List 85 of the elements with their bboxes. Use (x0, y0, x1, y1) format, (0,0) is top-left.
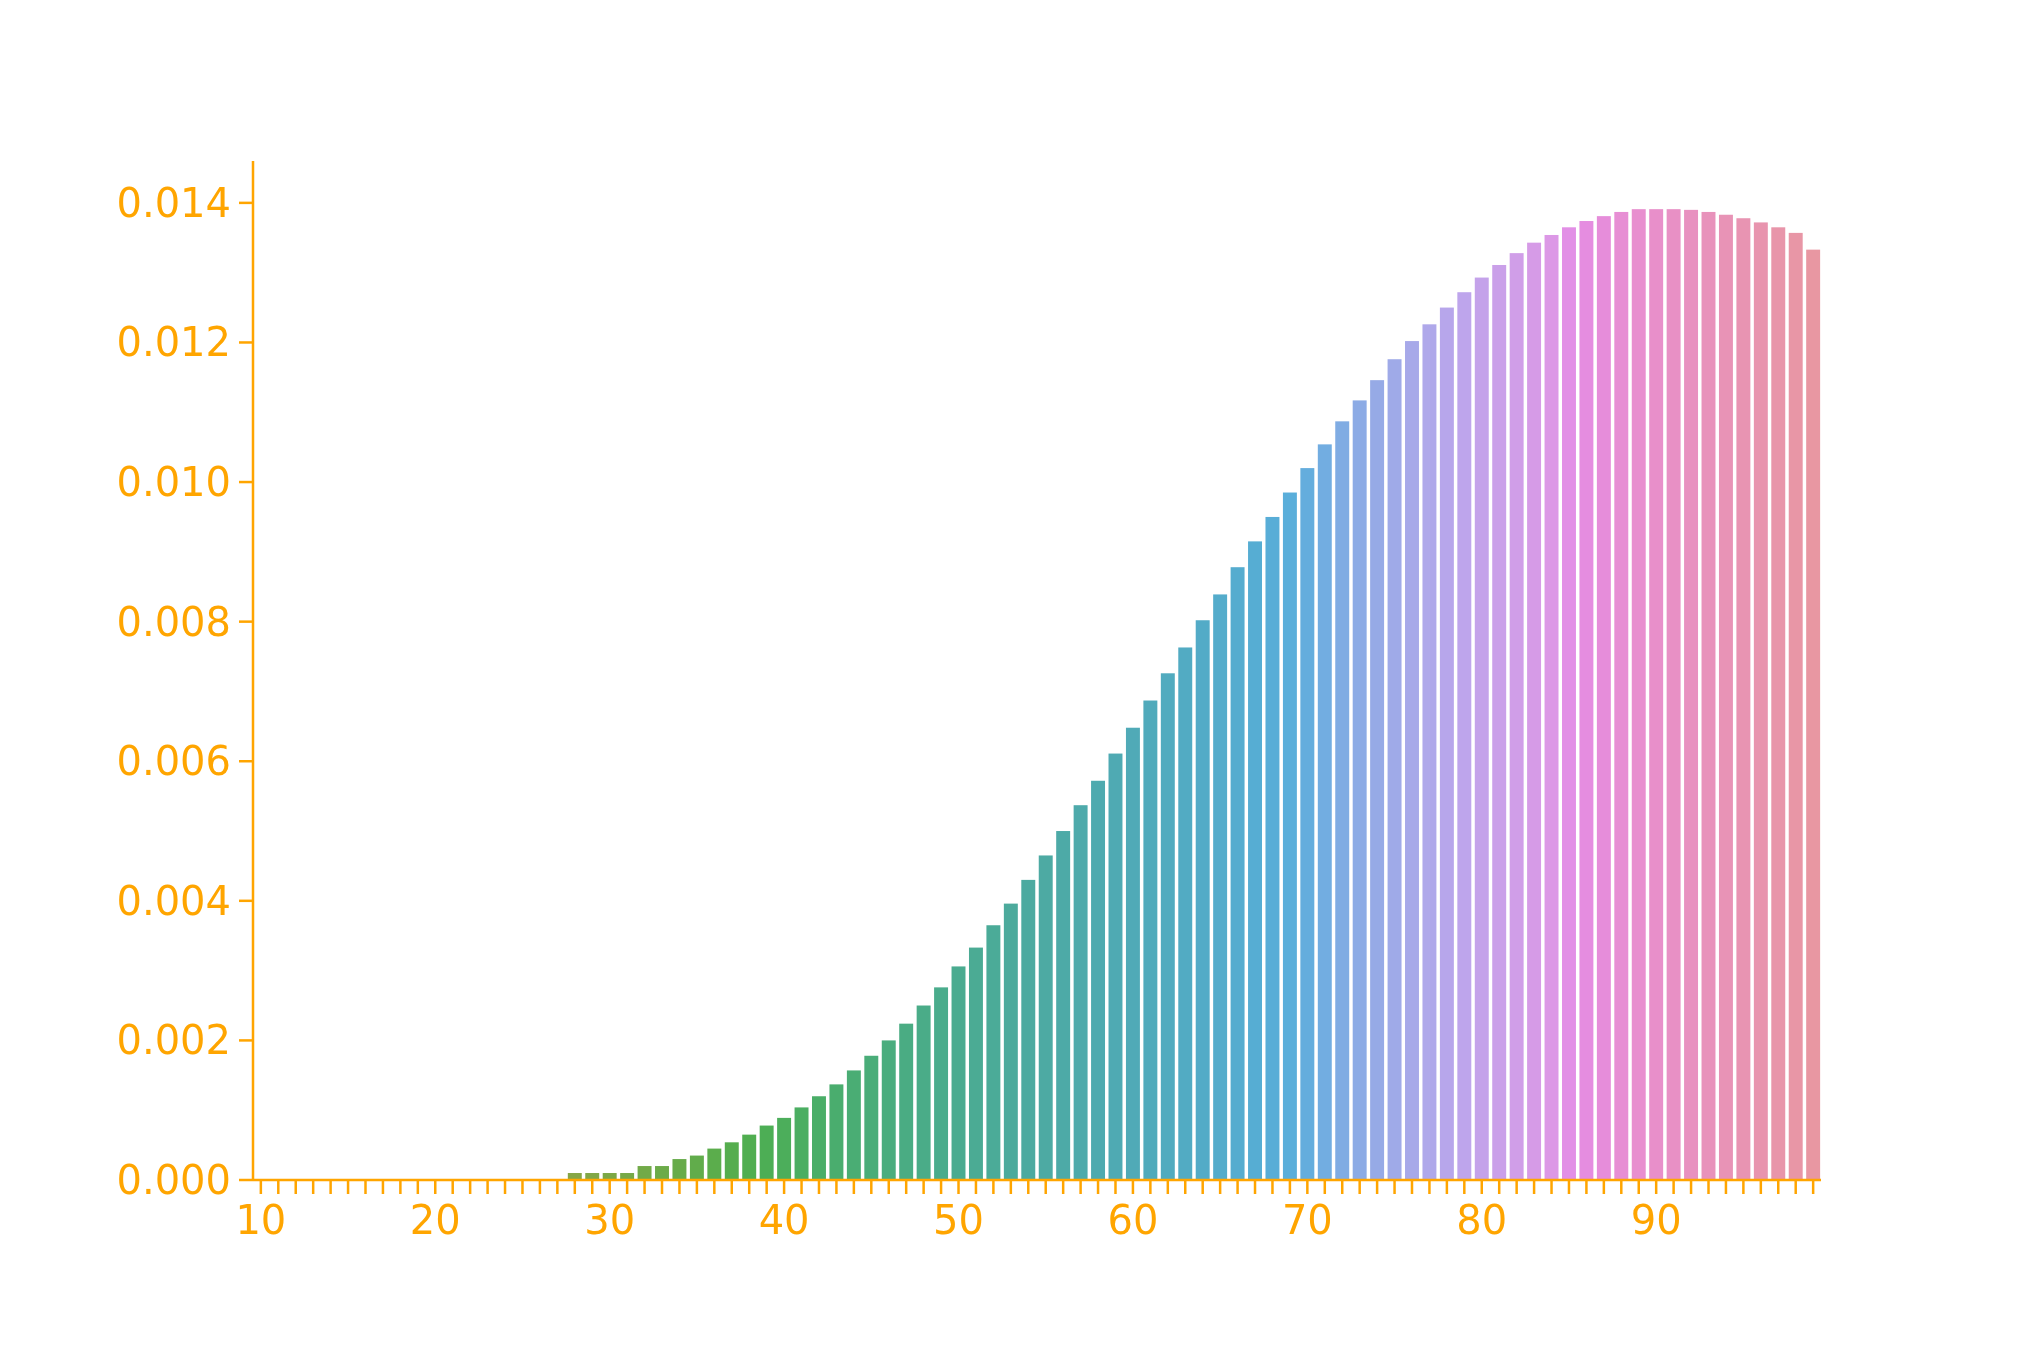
bar (916, 1005, 931, 1180)
bar (986, 925, 1001, 1180)
bar (1370, 380, 1385, 1180)
bar (759, 1125, 774, 1180)
x-tick-label: 20 (409, 1197, 461, 1243)
bar (1091, 780, 1106, 1180)
bar (1108, 753, 1123, 1180)
bar (1579, 221, 1594, 1180)
bar (1422, 324, 1437, 1180)
bar (899, 1023, 914, 1180)
bar (1143, 700, 1158, 1180)
bar (1248, 541, 1262, 1180)
bar (1457, 292, 1472, 1180)
bar (1282, 492, 1297, 1180)
bar (1649, 209, 1664, 1180)
y-tick-label: 0.006 (116, 738, 231, 785)
bar (1492, 264, 1507, 1180)
bar (1614, 211, 1629, 1180)
bar (1527, 242, 1542, 1180)
y-tick-label: 0.004 (116, 877, 231, 924)
bar (968, 947, 983, 1180)
bar (864, 1055, 879, 1180)
x-tick-label: 30 (584, 1197, 636, 1243)
x-tick-label: 60 (1107, 1197, 1159, 1243)
bar (1631, 209, 1646, 1180)
bar (1300, 468, 1315, 1180)
bar (707, 1148, 722, 1180)
y-tick-label: 0.002 (116, 1017, 231, 1064)
bar (881, 1040, 896, 1180)
bar (1701, 211, 1716, 1180)
bar (1021, 879, 1036, 1180)
y-tick-label: 0.014 (116, 179, 231, 226)
x-tick-label: 10 (235, 1197, 287, 1243)
bar (1073, 805, 1088, 1180)
x-tick-label: 50 (933, 1197, 984, 1243)
y-tick-label: 0.000 (116, 1157, 231, 1203)
bar (1195, 620, 1210, 1180)
bar (1561, 227, 1576, 1180)
x-tick-label: 40 (758, 1197, 810, 1243)
bar (655, 1166, 669, 1180)
bar (934, 987, 949, 1180)
bar (1596, 216, 1611, 1180)
y-tick-label: 0.010 (116, 459, 231, 506)
bar (812, 1096, 826, 1180)
bar (1230, 567, 1245, 1180)
bar (1718, 214, 1733, 1180)
bar (1405, 341, 1419, 1180)
bar (1474, 277, 1489, 1180)
x-tick-label: 80 (1456, 1197, 1508, 1243)
bar (1003, 903, 1018, 1180)
bar (672, 1159, 687, 1180)
bar (742, 1134, 757, 1180)
bar (1265, 516, 1280, 1180)
bar (1544, 234, 1559, 1180)
y-tick-label: 0.008 (116, 598, 231, 645)
bar (1178, 647, 1193, 1180)
bar (1771, 227, 1786, 1180)
bar (1317, 444, 1332, 1180)
bar (1439, 307, 1454, 1180)
bar (829, 1084, 844, 1180)
x-tick-label: 70 (1281, 1197, 1333, 1243)
bar (689, 1155, 704, 1180)
bar (951, 966, 966, 1180)
bar (1684, 209, 1699, 1180)
x-tick-label: 90 (1630, 1197, 1682, 1243)
bar (637, 1166, 652, 1180)
bar (777, 1117, 792, 1180)
y-tick-label: 0.012 (116, 319, 231, 366)
bar (1753, 222, 1768, 1180)
bar (1788, 232, 1803, 1180)
bar (1213, 594, 1228, 1180)
bar (1160, 673, 1175, 1180)
bar (1806, 249, 1821, 1180)
bar (1509, 253, 1524, 1180)
bar (846, 1070, 861, 1180)
bar (1038, 855, 1053, 1180)
bar (1736, 218, 1751, 1180)
bar (1056, 831, 1071, 1180)
bar (1666, 209, 1681, 1180)
bar (1352, 400, 1367, 1180)
bar (724, 1142, 739, 1180)
bar (1387, 359, 1402, 1180)
bar (1335, 421, 1350, 1180)
bar (794, 1107, 809, 1180)
bar (1125, 727, 1140, 1180)
